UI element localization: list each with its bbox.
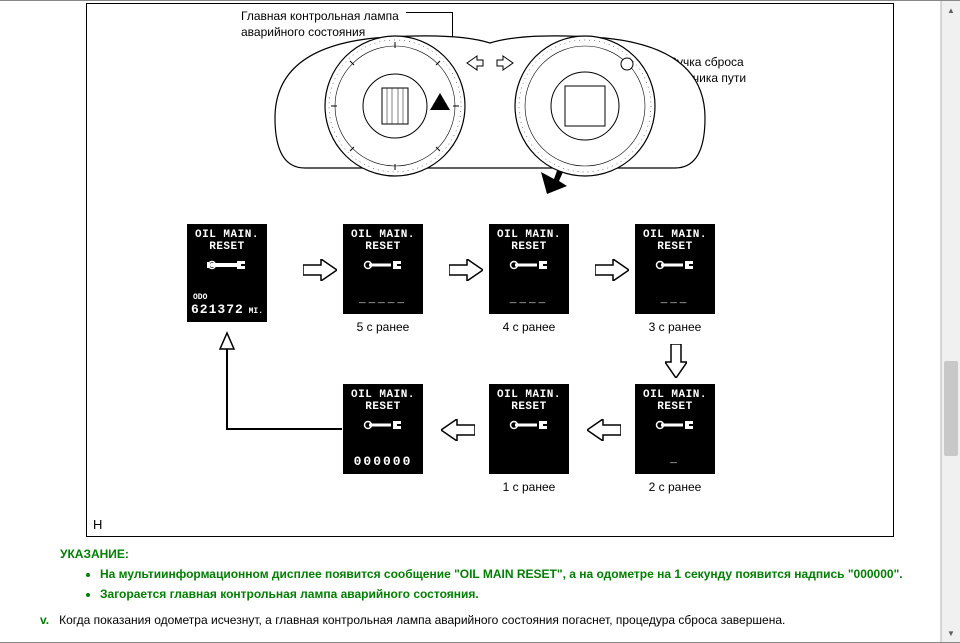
progress-bar: ____ — [489, 295, 569, 306]
screen-5s: OIL MAIN. RESET _____ — [343, 224, 423, 314]
vertical-scrollbar[interactable]: ▲ ▼ — [941, 1, 960, 642]
note-list: На мультиинформационном дисплее появится… — [60, 565, 920, 603]
note-bullet: Загорается главная контрольная лампа ава… — [100, 585, 920, 603]
reset-flow: OIL MAIN. RESET ODO 621372 MI. OIL MAIN. — [87, 204, 893, 504]
screen-line1: OIL MAIN. — [187, 229, 267, 241]
document-content: Главная контрольная лампа аварийного сос… — [0, 1, 940, 627]
odo-value: 621372 — [191, 302, 244, 317]
progress-bar: _____ — [343, 295, 423, 306]
screen-initial: OIL MAIN. RESET ODO 621372 MI. — [187, 224, 267, 322]
screen-line2: RESET — [343, 401, 423, 413]
caption-1s: 1 с ранее — [489, 480, 569, 494]
odo-label: ODO — [193, 293, 207, 302]
wrench-icon — [363, 419, 403, 431]
screen-line2: RESET — [343, 241, 423, 253]
caption-4s: 4 с ранее — [489, 320, 569, 334]
screen-line1: OIL MAIN. — [635, 229, 715, 241]
wrench-icon — [655, 419, 695, 431]
scroll-thumb[interactable] — [944, 361, 958, 456]
wrench-icon — [509, 419, 549, 431]
screen-line2: RESET — [489, 241, 569, 253]
odo-unit: MI. — [249, 307, 263, 316]
screen-4s: OIL MAIN. RESET ____ — [489, 224, 569, 314]
screen-line1: OIL MAIN. — [343, 229, 423, 241]
instrument-cluster — [245, 8, 735, 193]
screen-line2: RESET — [635, 401, 715, 413]
wrench-icon — [509, 259, 549, 271]
screen-line2: RESET — [187, 241, 267, 253]
scroll-down-button[interactable]: ▼ — [942, 624, 960, 642]
screen-line2: RESET — [635, 241, 715, 253]
screen-line1: OIL MAIN. — [635, 389, 715, 401]
arrow-down-icon — [665, 344, 687, 378]
arrow-right-icon — [449, 259, 483, 281]
caption-2s: 2 с ранее — [635, 480, 715, 494]
note-block: УКАЗАНИЕ: На мультиинформационном диспле… — [60, 547, 920, 603]
wrench-icon — [207, 259, 247, 271]
diagram-corner-label: H — [93, 517, 102, 532]
page-viewport: Главная контрольная лампа аварийного сос… — [0, 0, 960, 643]
note-title: УКАЗАНИЕ: — [60, 547, 920, 561]
step-text: Когда показания одометра исчезнут, а гла… — [59, 613, 785, 627]
screen-1s: OIL MAIN. RESET — [489, 384, 569, 474]
screen-line1: OIL MAIN. — [343, 389, 423, 401]
screen-3s: OIL MAIN. RESET ___ — [635, 224, 715, 314]
step-line: v. Когда показания одометра исчезнут, а г… — [40, 613, 920, 627]
progress-bar: _ — [635, 455, 715, 466]
return-path — [187, 329, 343, 439]
wrench-icon — [655, 259, 695, 271]
screen-line1: OIL MAIN. — [489, 389, 569, 401]
caption-5s: 5 с ранее — [343, 320, 423, 334]
arrow-left-icon — [587, 419, 621, 441]
caption-3s: 3 с ранее — [635, 320, 715, 334]
arrow-left-icon — [441, 419, 475, 441]
screen-line2: RESET — [489, 401, 569, 413]
progress-bar: ___ — [635, 295, 715, 306]
step-marker: v. — [40, 613, 49, 627]
screen-final: OIL MAIN. RESET 000000 — [343, 384, 423, 474]
final-value: 000000 — [343, 455, 423, 468]
arrow-right-icon — [303, 259, 337, 281]
note-bullet: На мультиинформационном дисплее появится… — [100, 565, 920, 583]
wrench-icon — [363, 259, 403, 271]
diagram-frame: Главная контрольная лампа аварийного сос… — [86, 3, 894, 537]
arrow-right-icon — [595, 259, 629, 281]
screen-2s: OIL MAIN. RESET _ — [635, 384, 715, 474]
scroll-up-button[interactable]: ▲ — [942, 1, 960, 19]
screen-line1: OIL MAIN. — [489, 229, 569, 241]
